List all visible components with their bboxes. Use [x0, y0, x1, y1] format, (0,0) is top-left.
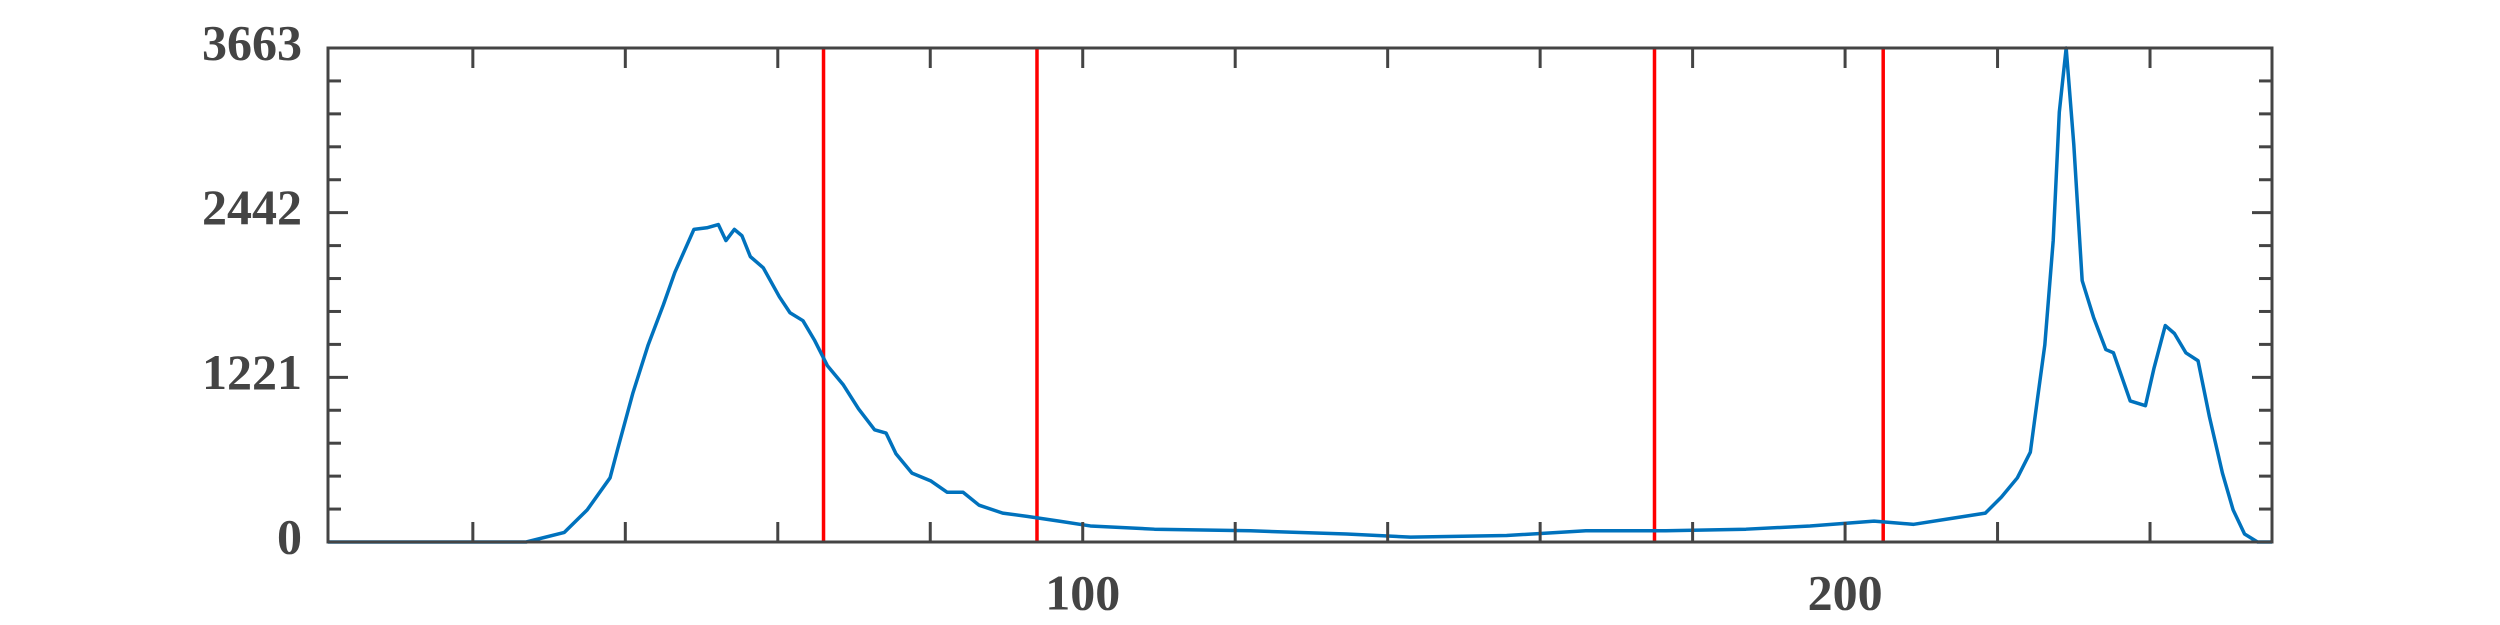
y-tick-label: 0 — [277, 508, 302, 564]
y-tick-label: 3663 — [202, 14, 302, 70]
axes-box — [326, 46, 2274, 544]
y-tick-label: 2442 — [202, 179, 302, 235]
x-tick-label: 200 — [1808, 564, 1883, 620]
x-tick-label: 100 — [1045, 564, 1120, 620]
y-tick-label: 1221 — [202, 344, 302, 400]
data-line — [328, 46, 2272, 544]
